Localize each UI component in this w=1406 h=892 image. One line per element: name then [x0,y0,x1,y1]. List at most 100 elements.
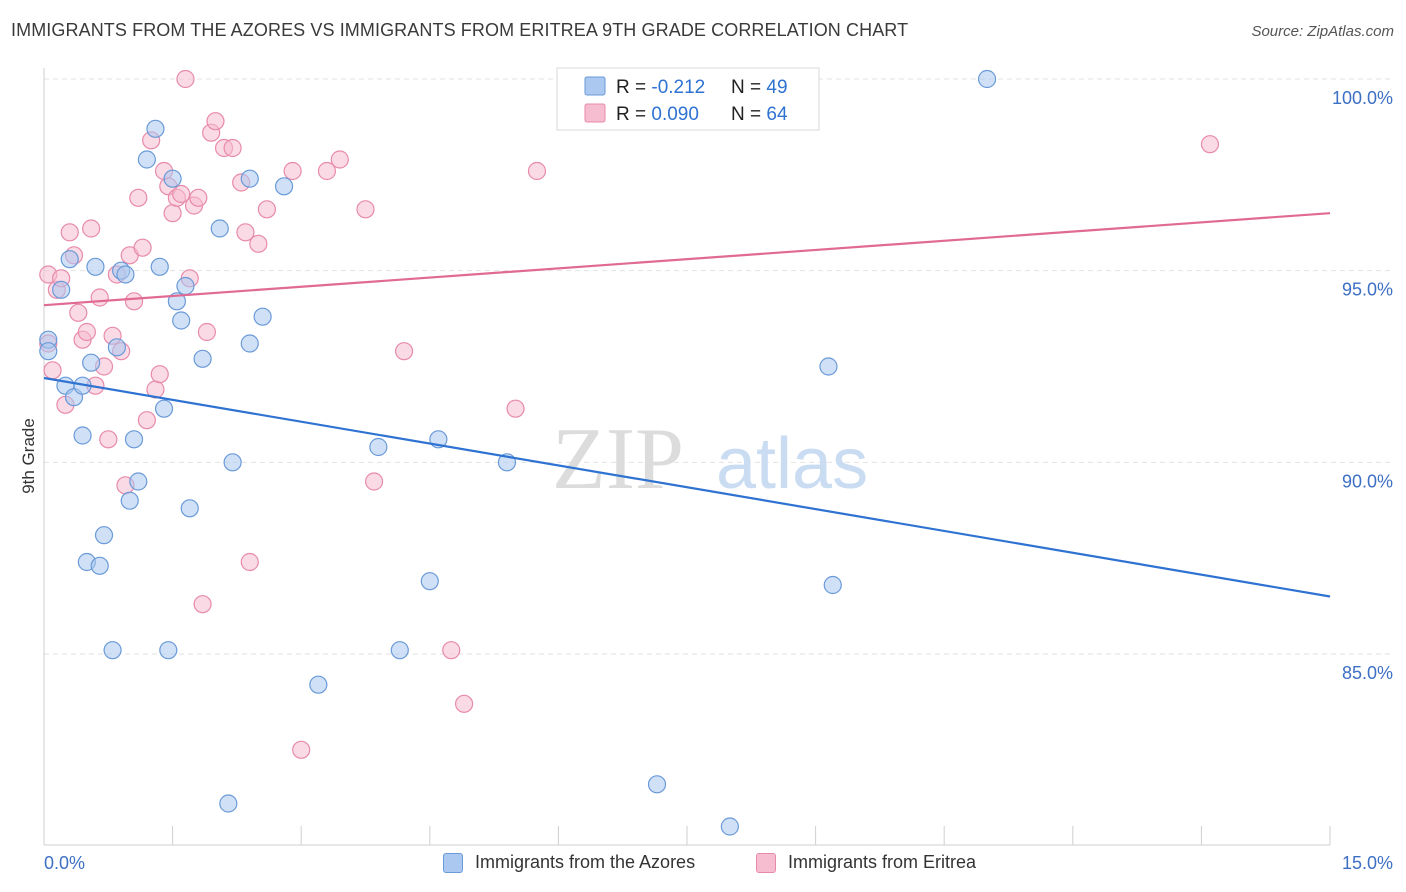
legend-box: R = -0.212 N = 49 R = 0.090 N = 64 [556,67,820,131]
point-azores [253,307,272,326]
point-eritrea [249,234,268,253]
legend-swatch-azores [584,76,606,96]
point-eritrea [236,223,255,242]
point-azores [240,169,259,188]
watermark-zip: ZIP [552,411,684,508]
point-eritrea [172,184,191,204]
point-azores [390,641,409,660]
point-eritrea [283,161,302,181]
point-azores [154,399,174,418]
point-azores [82,353,101,372]
point-eritrea [129,188,148,207]
point-azores [39,342,58,361]
point-eritrea [43,361,62,380]
legend-n-label: N = [731,77,766,98]
point-azores [977,69,997,89]
legend-swatch [443,852,463,873]
point-azores [73,426,92,445]
point-azores [176,276,195,296]
point-azores [116,265,135,284]
legend-item-eritrea[interactable]: Immigrants from Eritrea [756,852,976,873]
trend-lines [43,212,1331,598]
point-azores [120,491,139,510]
point-azores [163,169,182,188]
point-eritrea [176,69,195,89]
point-azores [274,177,294,196]
svg-text:N = 49: N = 49 [731,77,788,98]
point-azores [193,349,212,368]
axes [43,68,1330,846]
point-azores [819,357,838,376]
point-azores [52,280,71,299]
point-eritrea [193,595,212,614]
point-eritrea [527,161,547,181]
point-azores [172,311,191,330]
svg-text:N = 64: N = 64 [731,104,788,125]
point-eritrea [60,223,79,242]
legend-r-label: R = [616,104,651,125]
legend-r-value-eritrea: 0.090 [651,104,699,125]
legend-label-eritrea: Immigrants from Eritrea [788,852,977,872]
svg-text:R = 0.090: R = 0.090 [616,104,699,125]
legend-swatch [756,852,776,873]
point-azores [124,430,144,449]
point-azores [150,257,169,276]
point-eritrea [506,399,525,418]
point-eritrea [197,322,216,342]
point-eritrea [150,365,169,384]
point-eritrea [69,303,88,322]
tick-labels: 85.0% 90.0% 95.0% 100.0% 0.0% 15.0% [44,88,1393,873]
legend-r-value-azores: -0.212 [651,77,705,98]
point-azores [137,150,156,169]
legend-swatch-eritrea [584,103,606,123]
point-azores [167,292,186,311]
point-eritrea [257,200,277,219]
point-azores [94,526,114,545]
point-azores [146,119,165,138]
point-eritrea [124,292,144,311]
point-eritrea [292,740,311,759]
x-tick-label: 15.0% [1342,853,1393,873]
point-azores [309,675,328,694]
point-eritrea [206,112,225,131]
point-eritrea [240,552,259,572]
watermark: ZIP atlas [552,411,868,508]
point-eritrea [442,641,461,660]
point-azores [60,250,79,269]
point-eritrea [189,188,208,207]
point-eritrea [82,219,101,238]
legend-item-azores[interactable]: Immigrants from the Azores [443,852,695,873]
point-eritrea [99,430,118,449]
point-eritrea [454,694,474,713]
point-azores [720,817,739,836]
point-azores [103,641,122,660]
trend-line-azores [43,376,1331,598]
watermark-atlas: atlas [716,424,868,504]
y-tick-label: 85.0% [1342,663,1393,683]
point-azores [647,775,667,794]
legend-n-value-azores: 49 [766,77,787,98]
y-tick-label: 90.0% [1342,471,1393,491]
point-eritrea [330,150,349,169]
point-azores [823,575,842,595]
gridlines [43,78,1392,845]
point-eritrea [137,411,156,430]
svg-text:R = -0.212: R = -0.212 [616,77,705,98]
point-eritrea [133,238,152,257]
point-azores [90,556,109,575]
series-legend: Immigrants from the Azores Immigrants fr… [0,850,1406,878]
point-azores [210,219,229,238]
chart-title: IMMIGRANTS FROM THE AZORES VS IMMIGRANTS… [11,20,909,40]
point-eritrea [223,138,242,158]
point-azores [107,338,126,357]
point-eritrea [356,200,375,219]
point-eritrea [394,342,414,361]
point-azores [129,472,148,491]
y-tick-label: 95.0% [1342,280,1393,300]
legend-n-value-eritrea: 64 [766,104,788,125]
y-tick-label: 100.0% [1332,88,1393,108]
point-azores [420,572,439,591]
legend-label-azores: Immigrants from the Azores [475,852,696,872]
point-eritrea [364,472,384,491]
